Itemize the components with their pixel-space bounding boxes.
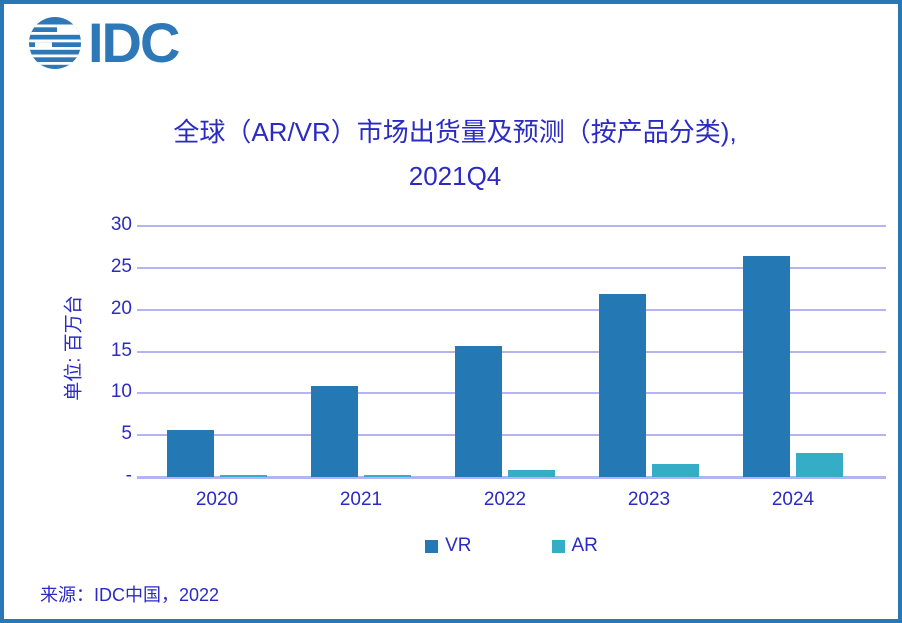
chart-title: 全球（AR/VR）市场出货量及预测（按产品分类), 2021Q4 — [4, 110, 902, 198]
y-tick-label-5: 5 — [121, 423, 132, 445]
y-tick-label-0: - — [125, 465, 132, 486]
x-axis-label-2022: 2022 — [483, 489, 527, 510]
gridline-10 — [137, 392, 886, 395]
x-axis-label-2020: 2020 — [195, 489, 239, 510]
plot-area: 2020 2021 2022 2023 2024 — [137, 225, 886, 510]
bar-ar-2023 — [652, 463, 699, 477]
x-axis-label-2023: 2023 — [627, 489, 671, 510]
chart-title-line2: 2021Q4 — [408, 161, 502, 191]
x-axis-label-2024: 2024 — [771, 489, 815, 510]
x-axis-line — [137, 476, 886, 479]
legend-marker-vr-icon — [425, 539, 439, 553]
gridline-30 — [137, 225, 886, 227]
idc-globe-icon — [29, 17, 81, 69]
bar-ar-2022 — [508, 470, 555, 477]
source-note: 来源：IDC中国，2022 — [40, 585, 220, 605]
bar-vr-2024 — [743, 256, 790, 477]
legend-label-ar: AR — [571, 535, 598, 556]
chart-legend: VR AR — [137, 535, 886, 557]
bar-ar-2020 — [220, 474, 267, 477]
y-tick-label-10: 10 — [110, 381, 132, 403]
gridline-15 — [137, 350, 886, 353]
bar-ar-2021 — [364, 474, 411, 477]
bar-vr-2020 — [167, 430, 214, 477]
idc-logo: IDC — [28, 11, 180, 74]
gridline-5 — [137, 434, 886, 437]
chart-title-line1: 全球（AR/VR）市场出货量及预测（按产品分类), — [173, 117, 737, 147]
y-tick-label-30: 30 — [110, 214, 132, 235]
bar-vr-2023 — [599, 293, 646, 477]
bar-vr-2021 — [311, 385, 358, 477]
y-tick-label-15: 15 — [110, 339, 132, 361]
x-axis-label-2021: 2021 — [339, 489, 383, 510]
legend-marker-ar-icon — [551, 539, 565, 553]
gridline-25 — [137, 266, 886, 269]
idc-logo-text: IDC — [88, 11, 180, 74]
gridline-20 — [137, 308, 886, 311]
legend-item-ar: AR — [551, 535, 598, 557]
bar-vr-2022 — [455, 345, 502, 477]
legend-label-vr: VR — [445, 535, 472, 556]
y-tick-label-25: 25 — [110, 255, 132, 277]
legend-item-vr: VR — [425, 535, 472, 557]
bar-ar-2024 — [796, 452, 843, 477]
y-axis-ticks: - 5 10 15 20 25 30 — [62, 215, 132, 486]
y-tick-label-20: 20 — [110, 297, 132, 319]
